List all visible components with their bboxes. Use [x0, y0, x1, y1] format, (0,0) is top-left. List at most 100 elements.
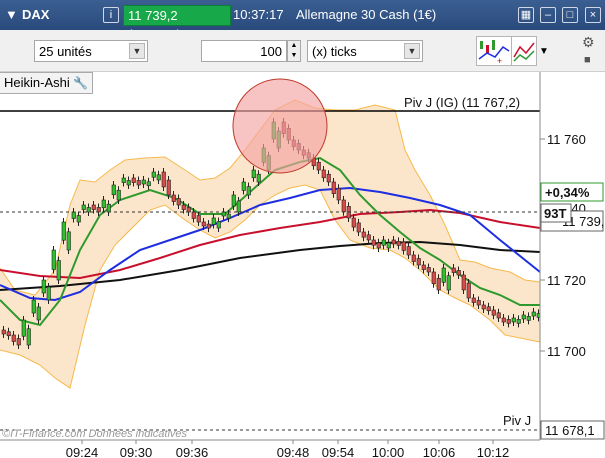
candle-down	[366, 234, 371, 241]
candle-up	[36, 306, 41, 321]
x-tick-label: 09:30	[120, 445, 153, 458]
candle-down	[176, 198, 181, 206]
candle-up	[386, 242, 391, 249]
price-chart[interactable]: Piv J (IG) (11 767,2) Piv J ©IT-Finance.co…	[0, 72, 605, 458]
trend-icon	[513, 42, 535, 62]
candle-up	[211, 217, 216, 225]
candle-down	[481, 304, 486, 310]
ticks-unit-select[interactable]: (x) ticks ▼	[307, 40, 423, 62]
menu-arrow-icon[interactable]: ▼	[5, 7, 18, 22]
candle-up	[141, 179, 146, 185]
candle-up	[441, 267, 446, 283]
candle-down	[331, 181, 336, 194]
title-bar: ▼ DAX i 11 739,2 (+0,34%) 10:37:17 Allem…	[0, 0, 605, 42]
maximize-icon[interactable]: □	[562, 7, 578, 23]
minimize-icon[interactable]: –	[540, 7, 556, 23]
svg-text:+: +	[497, 56, 502, 65]
drawing-tools-button[interactable]: +	[476, 36, 512, 66]
candle-up	[61, 221, 66, 241]
x-tick-label: 10:00	[372, 445, 405, 458]
moving-average-black	[0, 240, 541, 291]
candle-down	[406, 246, 411, 256]
instrument-description: Allemagne 30 Cash (1€)	[296, 7, 437, 22]
candle-down	[401, 241, 406, 251]
x-tick-label: 09:48	[277, 445, 310, 458]
candle-down	[491, 309, 496, 316]
indicators-button[interactable]	[511, 36, 537, 66]
pivot-low-value: 11 678,1	[545, 423, 595, 438]
wrench-icon[interactable]: 🔧	[73, 76, 89, 90]
instrument-name: DAX	[22, 7, 50, 22]
pivot-low-box	[540, 420, 605, 440]
chart-type-label[interactable]: Heikin-Ashi 🔧	[0, 72, 94, 94]
timer-badge: 93T	[544, 206, 566, 221]
candle-up	[151, 171, 156, 178]
close-icon[interactable]: ×	[585, 7, 601, 23]
candle-down	[201, 221, 206, 227]
candle-up	[106, 203, 111, 213]
candle-up	[101, 199, 106, 209]
candle-down	[356, 222, 361, 233]
chevron-down-icon[interactable]: ▼	[129, 43, 145, 59]
candle-down	[196, 215, 201, 223]
gear-icon[interactable]: ⚙	[582, 34, 595, 50]
candle-up	[216, 221, 221, 229]
candle-down	[421, 264, 426, 270]
pct-badge-box	[540, 182, 604, 202]
candle-down	[436, 277, 441, 291]
candle-up	[381, 239, 386, 246]
y-tick-label: 11 720	[547, 273, 586, 288]
candle-down	[191, 211, 196, 219]
candle-down	[186, 207, 191, 213]
candle-up	[116, 189, 121, 201]
candle-down	[456, 270, 461, 276]
candle-down	[396, 241, 401, 246]
chevron-down-icon[interactable]: ▼	[404, 43, 420, 59]
price-axis-bg	[540, 72, 605, 458]
moving-average-blue	[0, 186, 541, 302]
candle-down	[476, 300, 481, 306]
candle-down	[96, 207, 101, 213]
candle-down	[426, 267, 431, 273]
candle-up	[71, 211, 76, 219]
candle-down	[361, 231, 366, 238]
x-tick-label: 09:24	[66, 445, 99, 458]
candle-down	[341, 199, 346, 212]
candle-up	[221, 211, 226, 217]
candle-up	[251, 169, 256, 179]
info-icon[interactable]: i	[103, 7, 119, 23]
candle-down	[166, 179, 171, 196]
candle-down	[471, 297, 476, 303]
watermark: ©IT-Finance.com Données indicatives	[2, 428, 188, 440]
candle-down	[411, 254, 416, 262]
candle-down	[371, 239, 376, 246]
candle-up	[526, 316, 531, 321]
candle-up	[41, 279, 46, 294]
candle-up	[226, 213, 231, 219]
candle-up	[521, 314, 526, 320]
candle-up	[516, 319, 521, 324]
candle-up	[26, 328, 31, 346]
candle-up	[66, 231, 71, 251]
candle-up	[51, 249, 56, 270]
candle-down	[496, 312, 501, 319]
price-badge: 11 739,2	[562, 214, 605, 229]
candle-down	[1, 329, 6, 335]
units-select[interactable]: 25 unités ▼	[34, 40, 148, 62]
keyboard-icon[interactable]: ▦	[518, 7, 534, 23]
timer-badge-box	[540, 203, 572, 223]
envelope-fill	[0, 100, 540, 388]
candle-down	[91, 204, 96, 210]
candle-down	[451, 267, 456, 273]
pivot-ig-label: Piv J (IG) (11 767,2)	[404, 95, 520, 110]
candle-down	[376, 242, 381, 249]
ticks-count-input[interactable]: 100	[201, 40, 287, 62]
lock-icon[interactable]: ■	[584, 54, 591, 66]
ticks-stepper[interactable]: ▲ ▼	[287, 40, 301, 62]
envelope-lower-line	[0, 184, 541, 389]
candle-up	[46, 286, 51, 301]
x-tick-label: 10:12	[477, 445, 510, 458]
candle-up	[511, 317, 516, 323]
candle-down	[326, 173, 331, 183]
chevron-down-icon[interactable]: ▼	[539, 46, 549, 57]
